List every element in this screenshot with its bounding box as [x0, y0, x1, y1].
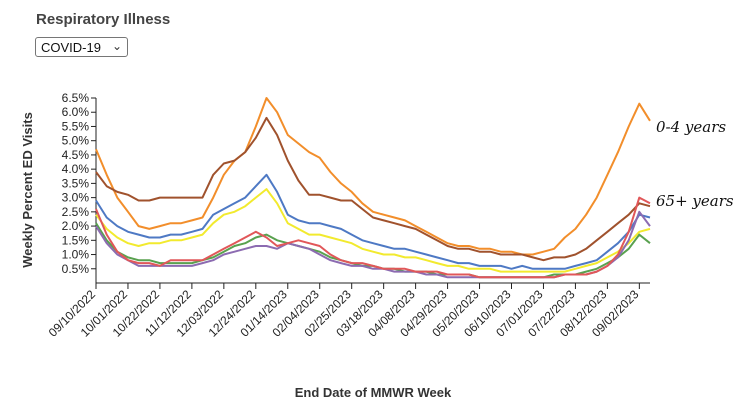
y-tick-label: 3.5% — [62, 176, 90, 190]
y-tick-label: 4.0% — [62, 162, 90, 176]
annotation-0-4-years: 0-4 years — [656, 118, 726, 136]
filter-title: Respiratory Illness — [36, 11, 171, 28]
y-tick-label: 5.0% — [62, 134, 90, 148]
illness-select-value: COVID-19 — [41, 40, 101, 55]
y-tick-label: 4.5% — [62, 148, 90, 162]
series-line-2 — [95, 173, 651, 270]
y-tick-label: 1.5% — [62, 233, 90, 247]
x-axis-title: End Date of MMWR Week — [295, 385, 452, 400]
y-tick-label: 6.0% — [62, 105, 90, 119]
illness-select[interactable]: COVID-19 ⌄ — [35, 37, 128, 57]
y-axis-title: Weekly Percent ED Visits — [20, 112, 35, 268]
y-tick-label: 1.0% — [62, 248, 90, 262]
y-tick-label: 6.5% — [62, 91, 90, 105]
series-line-3 — [95, 188, 651, 273]
annotation-65-plus-years: 65+ years — [656, 192, 734, 210]
series-line-0 — [95, 97, 651, 256]
y-tick-label: 3.0% — [62, 191, 90, 205]
y-tick-label: 0.5% — [62, 262, 90, 276]
series-line-1 — [95, 116, 651, 262]
y-tick-label: 5.5% — [62, 119, 90, 133]
chevron-down-icon: ⌄ — [111, 39, 122, 53]
series-line-6 — [95, 196, 651, 279]
y-tick-label: 2.0% — [62, 219, 90, 233]
y-tick-label: 2.5% — [62, 205, 90, 219]
